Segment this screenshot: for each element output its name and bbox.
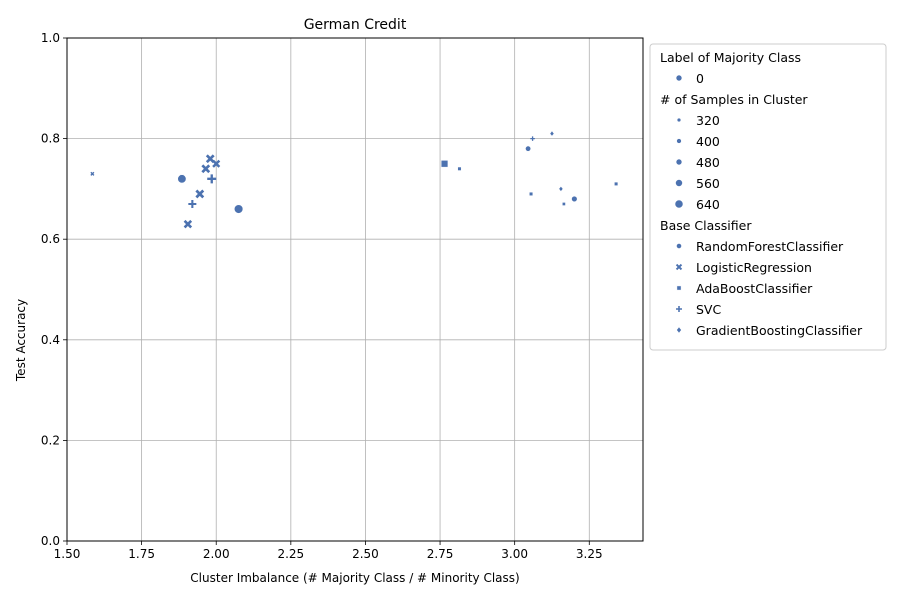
data-point (571, 195, 578, 203)
plot-frame (66, 37, 644, 542)
legend-entry-label: 0 (696, 71, 704, 86)
data-point (188, 199, 197, 208)
legend-marker-swatch (676, 326, 682, 334)
legend-entry-label: 480 (696, 155, 720, 170)
legend-size-swatch (676, 117, 682, 123)
legend-entry-label: RandomForestClassifier (696, 239, 844, 254)
x-tick-label: 2.75 (427, 547, 454, 561)
data-points (90, 130, 619, 229)
y-tick-label: 0.2 (41, 433, 60, 447)
data-point (183, 219, 193, 229)
data-point (212, 159, 221, 168)
axis-ticks: 1.50 1.75 2.00 2.25 2.50 2.75 3.00 3.25 0.0 0.2 0.… (41, 31, 603, 561)
legend-marker-swatch (676, 285, 682, 291)
data-point (233, 204, 244, 214)
data-point (177, 174, 187, 184)
data-point (90, 171, 95, 176)
data-point (549, 130, 555, 137)
data-point (195, 189, 205, 199)
legend-size-swatch (674, 199, 684, 209)
y-axis-label: Test Accuracy (14, 299, 28, 382)
data-point (530, 136, 535, 141)
legend-entry-label: 400 (696, 134, 720, 149)
x-tick-label: 2.25 (277, 547, 304, 561)
data-point (440, 160, 449, 168)
legend-marker-swatch (675, 263, 683, 271)
y-tick-label: 0.6 (41, 232, 60, 246)
x-tick-label: 1.50 (54, 547, 81, 561)
y-tick-label: 1.0 (41, 31, 60, 45)
y-tick-label: 0.8 (41, 132, 60, 146)
data-point (529, 191, 534, 196)
data-point (558, 185, 564, 192)
data-point (205, 154, 215, 164)
legend-entry-label: 560 (696, 176, 720, 191)
chart-title: German Credit (304, 17, 407, 33)
x-tick-label: 2.50 (352, 547, 379, 561)
legend-entry-label: 320 (696, 113, 720, 128)
data-point (201, 164, 211, 174)
legend-color-swatch (675, 74, 683, 82)
legend-section-title: Label of Majority Class (660, 50, 801, 65)
legend-section-title: # of Samples in Cluster (660, 92, 808, 107)
grid (66, 37, 643, 542)
legend-entry-label: LogisticRegression (696, 260, 812, 275)
data-point (207, 174, 217, 184)
legend-entry-label: AdaBoostClassifier (696, 281, 813, 296)
legend: Label of Majority Class 0 # of Samples in … (649, 43, 887, 351)
data-point (525, 145, 532, 152)
legend-marker-swatch (676, 243, 682, 249)
x-tick-label: 3.00 (501, 547, 528, 561)
legend-size-swatch (676, 138, 682, 144)
legend-box (649, 43, 887, 351)
data-point (457, 166, 462, 171)
y-tick-label: 0.0 (41, 534, 60, 548)
x-tick-label: 3.25 (576, 547, 603, 561)
data-point (562, 202, 566, 206)
x-tick-label: 1.75 (128, 547, 155, 561)
y-tick-label: 0.4 (41, 333, 60, 347)
legend-section-title: Base Classifier (660, 218, 752, 233)
legend-entry-label: 640 (696, 197, 720, 212)
legend-size-swatch (675, 179, 683, 187)
legend-size-swatch (675, 158, 683, 166)
x-axis-label: Cluster Imbalance (# Majority Class / # … (190, 571, 519, 585)
legend-marker-swatch (676, 306, 682, 312)
data-point (614, 181, 619, 186)
x-tick-label: 2.00 (203, 547, 230, 561)
legend-entry-label: SVC (696, 302, 721, 317)
legend-entry-label: GradientBoostingClassifier (696, 323, 863, 338)
